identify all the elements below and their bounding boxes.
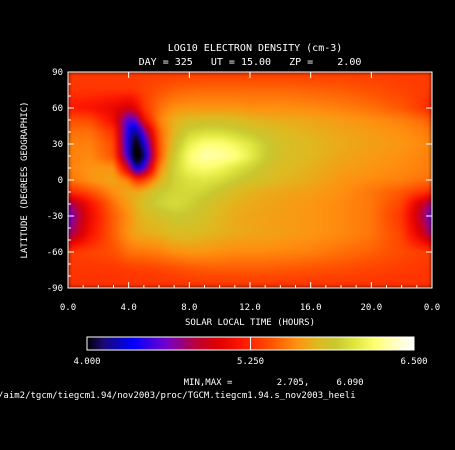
plot-area: 0.0 4.0 8.0 12.0 16.0 20.0 0.0 90 60 30 0 -30 -60 -9… [47, 68, 440, 313]
x-tick-label: 12.0 [239, 303, 261, 313]
y-axis: 90 60 30 0 -30 -60 -90 [47, 68, 432, 294]
x-tick-label: 20.0 [360, 303, 382, 313]
colorbar-ticks: 4.000 5.250 6.500 [73, 337, 428, 367]
y-axis-label: LATITUDE (DEGREES GEOGRAPHIC) [20, 101, 30, 258]
minmax-label: MIN,MAX = [184, 378, 233, 388]
chart-subtitle: DAY = 325 UT = 15.00 ZP = 2.00 [139, 57, 362, 68]
y-tick-label: 90 [52, 68, 63, 78]
min-value: 2.705, [277, 378, 310, 388]
y-tick-label: -90 [47, 284, 63, 294]
chart-title: LOG10 ELECTRON DENSITY (cm-3) [168, 43, 343, 54]
x-tick-label: 16.0 [300, 303, 322, 313]
x-axis-label: SOLAR LOCAL TIME (HOURS) [185, 318, 315, 328]
heatmap-image [68, 72, 432, 288]
source-path: /aim2/tgcm/tiegcm1.94/nov2003/proc/TGCM.… [0, 391, 356, 401]
colorbar-tick-label: 4.000 [73, 357, 100, 367]
colorbar-tick-label: 5.250 [237, 357, 264, 367]
y-tick-label: -30 [47, 212, 63, 222]
colorbar-tick-label: 6.500 [400, 357, 427, 367]
x-tick-label: 8.0 [181, 303, 197, 313]
max-value: 6.090 [336, 378, 363, 388]
colorbar: 4.000 5.250 6.500 [73, 336, 428, 367]
x-axis: 0.0 4.0 8.0 12.0 16.0 20.0 0.0 [60, 72, 440, 313]
y-tick-label: 30 [52, 140, 63, 150]
y-tick-label: -60 [47, 248, 63, 258]
y-tick-label: 0 [58, 176, 63, 186]
x-tick-label: 0.0 [60, 303, 76, 313]
x-tick-label: 0.0 [424, 303, 440, 313]
x-tick-label: 4.0 [121, 303, 137, 313]
y-tick-label: 60 [52, 104, 63, 114]
